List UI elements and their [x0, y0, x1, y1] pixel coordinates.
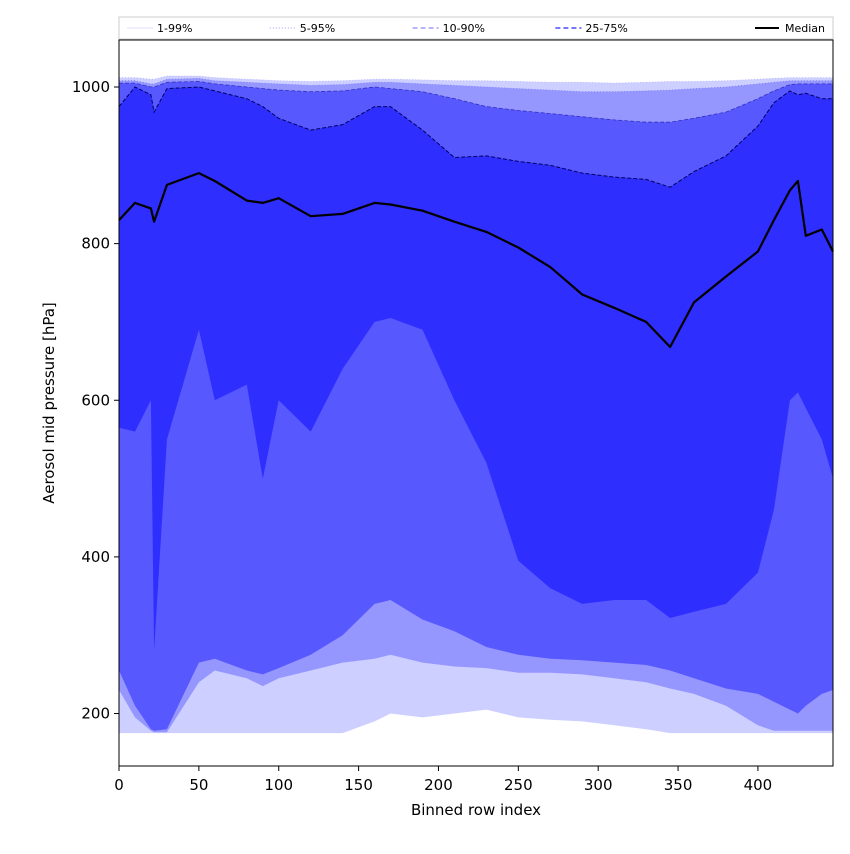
y-tick-label: 400: [81, 548, 110, 566]
x-tick-label: 250: [504, 776, 533, 794]
band-edge-upper-1: [119, 77, 833, 93]
legend-label: 10-90%: [443, 22, 485, 35]
y-tick-label: 600: [81, 391, 110, 409]
x-tick-label: 200: [424, 776, 453, 794]
band-edge-upper-2: [119, 81, 833, 123]
y-tick-label: 200: [81, 705, 110, 723]
plot-frame: [118, 39, 834, 767]
x-tick-label: 300: [584, 776, 613, 794]
x-axis-ticks: 0 50 100 150 200 250 300 350 400: [114, 766, 772, 794]
legend: 1-99% 5-95% 10-90% 25-75% Median: [118, 16, 834, 40]
x-tick-label: 100: [264, 776, 293, 794]
median-line: [118, 172, 834, 349]
band-edge-upper-3: [118, 86, 833, 188]
legend-label: Median: [785, 22, 825, 35]
y-axis-ticks: 200 400 600 800 1000: [72, 78, 119, 723]
x-tick-label: 350: [664, 776, 693, 794]
x-tick-label: 0: [114, 776, 124, 794]
x-tick-label: 400: [744, 776, 773, 794]
legend-label: 1-99%: [157, 22, 192, 35]
x-tick-label: 50: [189, 776, 208, 794]
legend-box: [118, 16, 834, 40]
x-axis-label: Binned row index: [411, 801, 541, 819]
legend-label: 5-95%: [300, 22, 335, 35]
percentile-bands: [118, 75, 833, 734]
y-tick-label: 1000: [72, 78, 110, 96]
y-axis-label: Aerosol mid pressure [hPa]: [40, 302, 58, 504]
median-series: [118, 172, 834, 349]
band-25to75: [119, 87, 833, 651]
legend-label: 25-75%: [585, 22, 627, 35]
y-tick-label: 800: [81, 235, 110, 253]
x-tick-label: 150: [344, 776, 373, 794]
